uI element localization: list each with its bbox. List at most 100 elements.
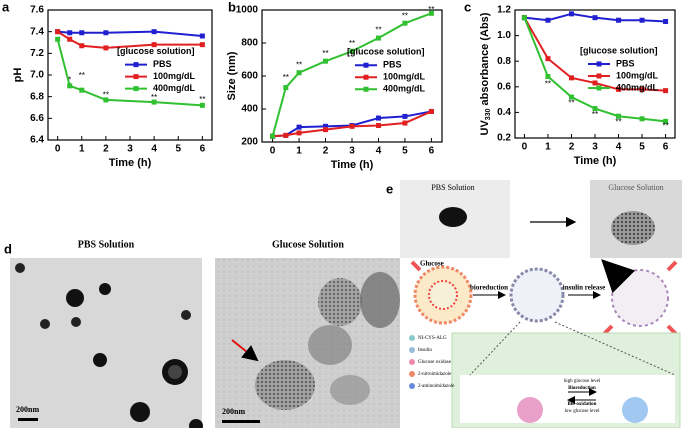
legend-marker	[363, 86, 369, 92]
y-tick-label: 7.2	[30, 48, 44, 59]
legend-label: 400mg/dL	[153, 83, 196, 93]
panel-label: a	[2, 0, 10, 14]
point	[270, 133, 276, 139]
x-tick-label: 5	[402, 146, 408, 157]
y-tick-label: 200	[241, 137, 258, 148]
legend-title: [glucose solution]	[347, 47, 425, 57]
point	[67, 30, 73, 36]
reaction-text: low glucose level	[565, 409, 601, 414]
point	[616, 17, 622, 23]
annotation: **	[103, 91, 109, 100]
point	[375, 35, 381, 41]
x-tick-label: 2	[569, 142, 575, 153]
annotation: **	[428, 5, 434, 14]
y-tick-label: 0.2	[497, 133, 511, 144]
x-tick-label: 0	[55, 144, 61, 155]
annotation: **	[283, 73, 289, 82]
image-title: Glucose Solution	[272, 239, 344, 250]
y-tick-label: 1000	[236, 5, 259, 16]
x-axis-label: Time (h)	[109, 157, 152, 169]
point	[592, 106, 598, 112]
image-title: PBS Solution	[431, 183, 474, 192]
point	[521, 15, 527, 21]
scheme-label: bioreduction	[470, 284, 508, 292]
point	[639, 86, 645, 92]
image-title: Glucose Solution	[608, 183, 663, 192]
point	[568, 75, 574, 81]
x-tick-label: 3	[592, 142, 598, 153]
annotation: **	[199, 95, 205, 104]
legend-marker	[363, 74, 369, 80]
legend-label: 100mg/dL	[153, 71, 196, 81]
reaction-text: high glucose level	[564, 379, 601, 384]
point	[151, 42, 157, 48]
legend-label: PBS	[616, 58, 635, 68]
legend-label: PBS	[153, 59, 172, 69]
scheme-label: Glucose	[420, 260, 444, 268]
point	[323, 123, 329, 129]
legend-marker	[596, 61, 602, 67]
series-line	[56, 38, 203, 107]
point	[428, 10, 434, 16]
annotation: **	[545, 79, 551, 88]
y-tick-label: 1.2	[497, 5, 511, 16]
y-axis-label-part: UV	[479, 120, 491, 136]
annotation: **	[322, 49, 328, 58]
x-tick-label: 1	[296, 146, 302, 157]
point	[283, 85, 289, 91]
legend-text: Insulin	[418, 348, 432, 353]
point	[545, 74, 551, 80]
point	[545, 56, 551, 62]
y-tick-label: 6.6	[30, 113, 44, 124]
y-axis-label-part: absorbance (Abs)	[479, 12, 491, 108]
point	[616, 86, 622, 92]
annotation: **	[615, 118, 621, 127]
point	[296, 130, 302, 136]
point	[79, 43, 85, 49]
point	[296, 124, 302, 130]
point	[592, 15, 598, 21]
point	[402, 20, 408, 26]
scale-bar-label: 200nm	[222, 407, 245, 416]
annotation: **	[79, 71, 85, 80]
point	[67, 83, 73, 89]
x-tick-label: 3	[349, 146, 355, 157]
x-tick-label: 5	[639, 142, 645, 153]
annotation: *	[68, 76, 71, 85]
point	[592, 80, 598, 86]
point	[428, 108, 434, 114]
panel-label: e	[386, 181, 393, 196]
y-tick-label: 0.8	[497, 56, 511, 67]
legend-label: 100mg/dL	[616, 70, 659, 80]
y-tick-label: 600	[241, 71, 258, 82]
x-tick-label: 4	[376, 146, 382, 157]
point	[151, 99, 157, 105]
annotation: **	[402, 12, 408, 21]
point	[283, 132, 289, 138]
point	[568, 11, 574, 17]
x-axis-label: Time (h)	[331, 159, 374, 171]
legend-label: 400mg/dL	[616, 82, 659, 92]
point	[323, 58, 329, 64]
annotation: **	[662, 122, 668, 131]
point	[79, 30, 85, 36]
legend-label: PBS	[383, 60, 402, 70]
x-tick-label: 5	[175, 144, 181, 155]
annotation: **	[375, 26, 381, 35]
scheme	[409, 262, 681, 428]
y-axis-label: Size (nm)	[226, 51, 238, 100]
reaction-text: Bioreduction	[568, 386, 596, 391]
legend-text: 2-aminoimidazole	[418, 384, 455, 389]
y-axis-label: pH	[12, 68, 24, 83]
point	[639, 116, 645, 122]
annotation: **	[349, 39, 355, 48]
x-tick-label: 4	[151, 144, 157, 155]
point	[199, 42, 205, 48]
x-tick-label: 4	[616, 142, 622, 153]
point	[199, 33, 205, 39]
legend-marker	[596, 85, 602, 91]
point	[55, 36, 61, 42]
scheme-label: insulin release	[563, 284, 605, 292]
y-axis-label: UV330 absorbance (Abs)	[479, 12, 492, 135]
scale-bar-label: 200nm	[16, 405, 39, 414]
